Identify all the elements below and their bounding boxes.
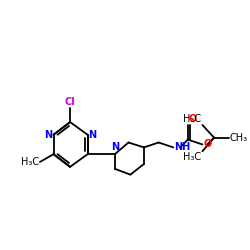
Text: N: N (88, 130, 97, 140)
Text: H₃C: H₃C (183, 152, 202, 162)
Text: N: N (44, 130, 52, 140)
Text: Cl: Cl (65, 98, 76, 108)
Text: H₃C: H₃C (183, 114, 202, 124)
Text: H₃C: H₃C (21, 157, 39, 167)
Text: O: O (189, 114, 197, 124)
Text: N: N (111, 142, 119, 152)
Text: CH₃: CH₃ (230, 133, 248, 143)
Text: NH: NH (174, 142, 190, 152)
Text: O: O (204, 140, 212, 149)
